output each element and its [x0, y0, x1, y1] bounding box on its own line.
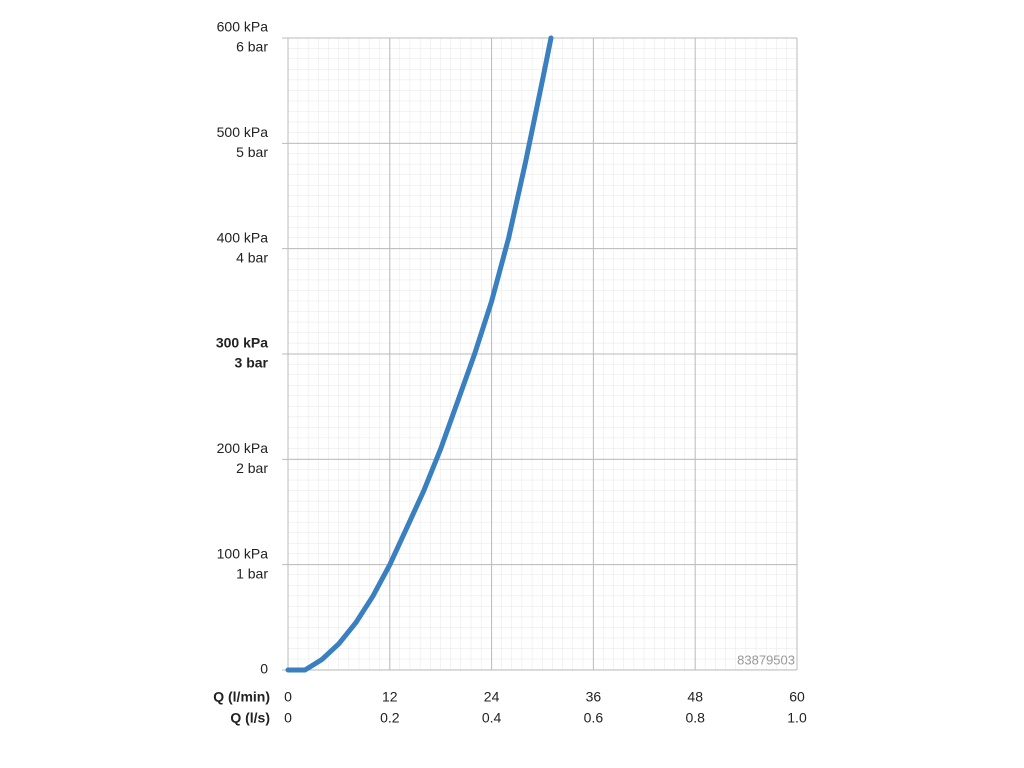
- y2-tick-label: 1 bar: [236, 565, 268, 581]
- x-tick-label: 0: [284, 689, 292, 705]
- x2-tick-label: 0.2: [380, 710, 400, 726]
- y2-tick-label: 3 bar: [235, 355, 269, 371]
- x-tick-label: 12: [382, 689, 398, 705]
- x2-tick-label: 0.6: [584, 710, 604, 726]
- x-tick-label: 36: [586, 689, 602, 705]
- y-tick-label: 200 kPa: [217, 440, 269, 456]
- x-tick-label: 48: [687, 689, 703, 705]
- x-axis-label: Q (l/min): [213, 689, 270, 705]
- y2-tick-label: 4 bar: [236, 249, 268, 265]
- x2-tick-label: 0.8: [685, 710, 705, 726]
- x2-tick-label: 1.0: [787, 710, 807, 726]
- y-tick-label: 500 kPa: [217, 124, 269, 140]
- y2-tick-label: 6 bar: [236, 39, 268, 55]
- y2-tick-label: 2 bar: [236, 460, 268, 476]
- y-tick-label: 300 kPa: [216, 335, 268, 351]
- y2-tick-label: 5 bar: [236, 144, 268, 160]
- y-tick-label: 400 kPa: [217, 229, 269, 245]
- x-tick-label: 60: [789, 689, 805, 705]
- y-tick-label: 0: [260, 661, 268, 677]
- y-tick-label: 100 kPa: [217, 545, 269, 561]
- x2-tick-label: 0: [284, 710, 292, 726]
- watermark: 83879503: [737, 652, 795, 667]
- x-tick-label: 24: [484, 689, 500, 705]
- x2-axis-label: Q (l/s): [230, 710, 270, 726]
- y-tick-label: 600 kPa: [217, 19, 269, 35]
- x2-tick-label: 0.4: [482, 710, 502, 726]
- line-series: [285, 35, 554, 673]
